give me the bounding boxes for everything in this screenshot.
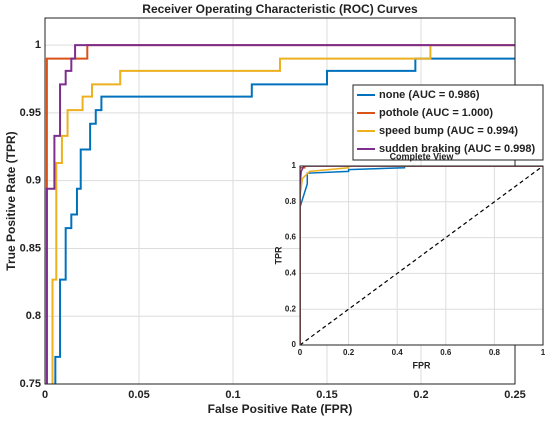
legend-label: sudden braking (AUC = 0.998) [379, 143, 536, 155]
x-tick-label: 0.4 [392, 348, 404, 357]
y-tick-label: 0.4 [285, 269, 297, 278]
x-tick-label: 0 [42, 389, 48, 401]
y-tick-label: 0.85 [20, 242, 41, 254]
y-tick-label: 0.2 [285, 304, 297, 313]
y-axis-label: TPR [273, 246, 283, 265]
x-tick-label: 0.25 [504, 389, 525, 401]
legend-label: pothole (AUC = 1.000) [379, 107, 493, 119]
x-axis-label: FPR [413, 360, 432, 370]
x-tick-label: 0.2 [413, 389, 428, 401]
y-tick-label: 0 [292, 340, 297, 349]
x-tick-label: 0 [298, 348, 303, 357]
y-tick-label: 0.95 [20, 107, 41, 119]
chart-title: Complete View [390, 151, 455, 161]
x-tick-label: 0.15 [316, 389, 337, 401]
y-tick-label: 0.8 [285, 197, 297, 206]
diagonal-reference [299, 165, 544, 346]
y-tick-label: 0.9 [26, 175, 41, 187]
legend-label: speed bump (AUC = 0.994) [379, 125, 518, 137]
y-tick-label: 0.8 [26, 310, 41, 322]
legend-label: none (AUC = 0.986) [379, 89, 480, 101]
roc-curve [45, 44, 515, 384]
x-axis-label: False Positive Rate (FPR) [208, 402, 353, 416]
x-tick-label: 0.05 [128, 389, 149, 401]
y-tick-label: 0.75 [20, 378, 41, 390]
y-tick-label: 1 [35, 39, 41, 51]
axes: 0 0.2 0.4 0.6 0.8 1 0 0.2 0.4 0.6 0.8 1 Complete Vie… [273, 151, 545, 370]
x-tick-label: 1 [541, 348, 546, 357]
x-tick-label: 0.2 [343, 348, 355, 357]
roc-curve [300, 166, 543, 345]
roc-curve [54, 57, 515, 384]
roc-curve [51, 44, 515, 384]
legend-box [352, 84, 544, 161]
y-tick-label: 1 [292, 161, 297, 170]
x-tick-label: 0.1 [225, 389, 240, 401]
chart-title: Receiver Operating Characteristic (ROC) … [142, 2, 418, 16]
legend: none (AUC = 0.986) pothole (AUC = 1.000) s… [352, 84, 544, 161]
y-axis-label: True Positive Rate (TPR) [4, 131, 18, 270]
x-tick-label: 0.6 [440, 348, 452, 357]
roc-curve [300, 166, 543, 345]
y-tick-label: 0.6 [285, 233, 297, 242]
axes-box [299, 165, 544, 346]
x-tick-label: 0.8 [489, 348, 501, 357]
roc-curve [300, 166, 543, 345]
